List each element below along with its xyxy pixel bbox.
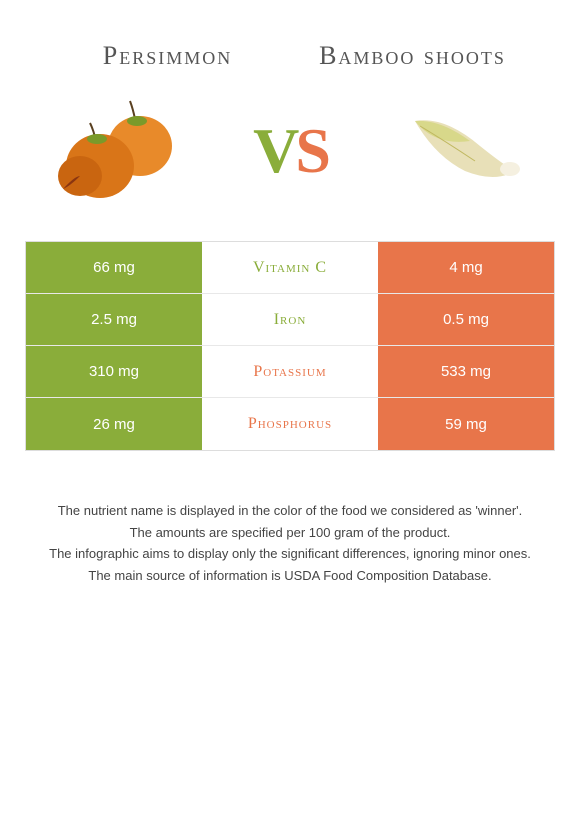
header: Persimmon Bamboo shoots: [15, 20, 565, 81]
left-value: 310 mg: [26, 346, 202, 397]
vs-v: V: [253, 115, 295, 186]
footer-line: The nutrient name is displayed in the co…: [35, 501, 545, 521]
right-food-title: Bamboo shoots: [290, 40, 535, 71]
table-row: 310 mgPotassium533 mg: [26, 346, 554, 398]
footer-line: The infographic aims to display only the…: [35, 544, 545, 564]
right-value: 0.5 mg: [378, 294, 554, 345]
left-food-title: Persimmon: [45, 40, 290, 71]
footer-line: The amounts are specified per 100 gram o…: [35, 523, 545, 543]
nutrient-name: Iron: [202, 294, 378, 345]
right-food-image: [385, 91, 535, 211]
nutrient-table: 66 mgVitamin C4 mg2.5 mgIron0.5 mg310 mg…: [25, 241, 555, 451]
right-value: 59 mg: [378, 398, 554, 450]
vs-s: S: [295, 115, 327, 186]
footer-notes: The nutrient name is displayed in the co…: [15, 501, 565, 585]
vs-label: VS: [253, 114, 327, 188]
right-value: 533 mg: [378, 346, 554, 397]
table-row: 2.5 mgIron0.5 mg: [26, 294, 554, 346]
left-value: 2.5 mg: [26, 294, 202, 345]
footer-line: The main source of information is USDA F…: [35, 566, 545, 586]
nutrient-name: Potassium: [202, 346, 378, 397]
right-value: 4 mg: [378, 242, 554, 293]
table-row: 66 mgVitamin C4 mg: [26, 242, 554, 294]
images-row: VS: [15, 81, 565, 241]
left-value: 26 mg: [26, 398, 202, 450]
left-food-image: [45, 91, 195, 211]
left-value: 66 mg: [26, 242, 202, 293]
nutrient-name: Vitamin C: [202, 242, 378, 293]
table-row: 26 mgPhosphorus59 mg: [26, 398, 554, 450]
nutrient-name: Phosphorus: [202, 398, 378, 450]
